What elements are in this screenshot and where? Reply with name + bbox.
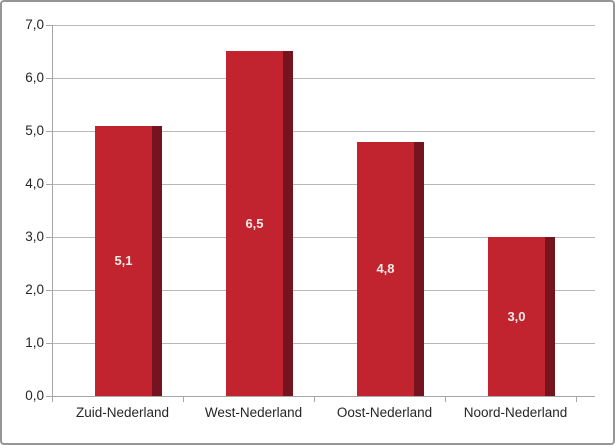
bar-value-label: 4,8 — [376, 261, 395, 276]
gridline — [52, 237, 595, 238]
y-axis-tick-label: 7,0 — [25, 17, 44, 32]
bar: 4,8 — [357, 142, 424, 396]
y-axis-tick — [46, 290, 52, 291]
x-axis-tick — [183, 396, 184, 402]
gridline — [52, 184, 595, 185]
x-axis-tick — [52, 396, 53, 402]
x-axis-tick — [576, 396, 577, 402]
x-axis-line — [52, 396, 595, 397]
y-axis-tick-label: 3,0 — [25, 229, 44, 244]
y-axis-tick — [46, 78, 52, 79]
bar-face — [357, 142, 414, 396]
y-axis-tick-label: 6,0 — [25, 70, 44, 85]
y-axis-tick — [46, 184, 52, 185]
bar-face — [95, 126, 152, 396]
x-axis-category-label: Oost-Nederland — [336, 405, 433, 420]
bar-value-label: 5,1 — [114, 253, 133, 268]
y-axis-tick — [46, 396, 52, 397]
gridline — [52, 78, 595, 79]
y-axis-tick-label: 5,0 — [25, 123, 44, 138]
x-axis-category-label: Noord-Nederland — [463, 405, 568, 420]
gridline — [52, 131, 595, 132]
bar-face — [488, 237, 545, 396]
bar-face — [226, 51, 283, 396]
x-axis-category-label: Zuid-Nederland — [75, 405, 170, 420]
x-axis-category-label: West-Nederland — [204, 405, 303, 420]
x-axis-tick — [445, 396, 446, 402]
bar: 3,0 — [488, 237, 555, 396]
gridline — [52, 290, 595, 291]
y-axis-tick-label: 1,0 — [25, 335, 44, 350]
bar-value-label: 3,0 — [507, 309, 526, 324]
bar: 6,5 — [226, 51, 293, 396]
y-axis-tick-label: 0,0 — [25, 388, 44, 403]
bar-shadow-edge — [545, 237, 555, 396]
y-axis-line — [52, 25, 53, 396]
bar-value-label: 6,5 — [245, 216, 264, 231]
bar: 5,1 — [95, 126, 162, 396]
y-axis-tick-label: 4,0 — [25, 176, 44, 191]
bar-shadow-edge — [414, 142, 424, 396]
x-axis-tick — [314, 396, 315, 402]
gridline — [52, 343, 595, 344]
y-axis-tick — [46, 237, 52, 238]
y-axis-tick — [46, 25, 52, 26]
y-axis-tick-label: 2,0 — [25, 282, 44, 297]
bar-shadow-edge — [152, 126, 162, 396]
gridline — [52, 25, 595, 26]
bar-shadow-edge — [283, 51, 293, 396]
y-axis-tick — [46, 343, 52, 344]
y-axis-tick — [46, 131, 52, 132]
